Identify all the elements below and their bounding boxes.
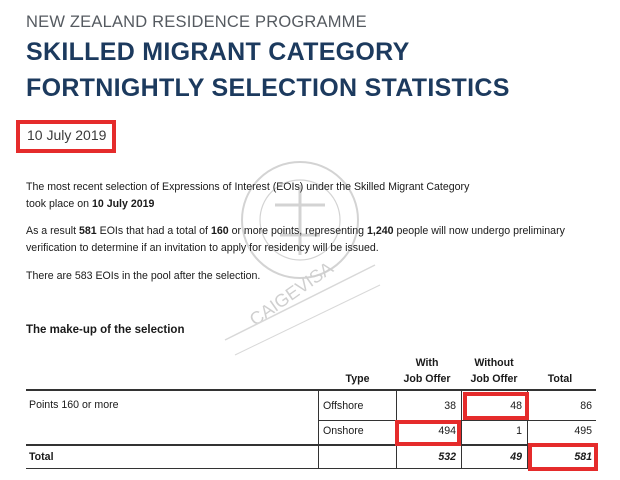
row-onshore-with: 494 [438,425,456,437]
row-onshore-without: 1 [516,425,522,437]
row-offshore-with: 38 [444,400,456,412]
p2-text-c: or more points, representing [228,225,368,237]
header-without-2: Job Offer [470,373,518,385]
total-total: 581 [574,451,592,463]
header-total: Total [547,373,573,385]
paragraph-selection-info: The most recent selection of Expressions… [26,179,601,213]
row-offshore-total: 86 [580,400,592,412]
header-type: Type [345,373,370,385]
date-highlight-box [16,120,116,153]
paragraph-pool: There are 583 EOIs in the pool after the… [26,270,261,282]
header-with-2: Job Offer [403,373,451,385]
table-col-divider-3 [461,389,462,469]
selection-date: 10 July 2019 [27,127,107,143]
p2-points: 160 [210,225,229,237]
highlight-box-with-onshore [395,420,461,446]
header-with-1: With [415,357,439,369]
page-title-line-1: SKILLED MIGRANT CATEGORY [26,38,410,66]
p2-text-d: people will now undergo preliminary [393,225,565,237]
table-rule-bottom [26,468,596,469]
p2-line-2: verification to determine if an invitati… [26,242,379,254]
p2-text-a: As a result [26,225,79,237]
table-col-divider-1 [318,389,319,469]
p2-text-b: EOIs that had a total of [96,225,211,237]
total-label: Total [29,451,54,463]
table-rule-total [26,444,596,446]
row-offshore-without: 48 [510,400,522,412]
section-title: The make-up of the selection [26,324,185,336]
p2-people: 1,240 [367,225,394,237]
row-onshore-total: 495 [574,425,592,437]
row-onshore-type: Onshore [323,425,364,437]
table-col-divider-4 [527,389,528,469]
row-offshore-type: Offshore [323,400,364,412]
total-without: 49 [510,451,522,463]
p1-date: 10 July 2019 [91,198,155,210]
page-title-line-2: FORTNIGHTLY SELECTION STATISTICS [26,74,510,102]
highlight-box-without-offshore [463,392,529,420]
paragraph-result: As a result 581 EOIs that had a total of… [26,223,601,257]
p1-text: The most recent selection of Expressions… [26,181,470,193]
kicker: NEW ZEALAND RESIDENCE PROGRAMME [26,13,367,31]
total-with: 532 [438,451,456,463]
table-rule-top [26,389,596,391]
p1-text-2: took place on [26,198,92,210]
header-without-1: Without [474,357,514,369]
group-label: Points 160 or more [29,399,119,411]
highlight-box-total [528,443,598,471]
p2-count: 581 [79,225,97,237]
